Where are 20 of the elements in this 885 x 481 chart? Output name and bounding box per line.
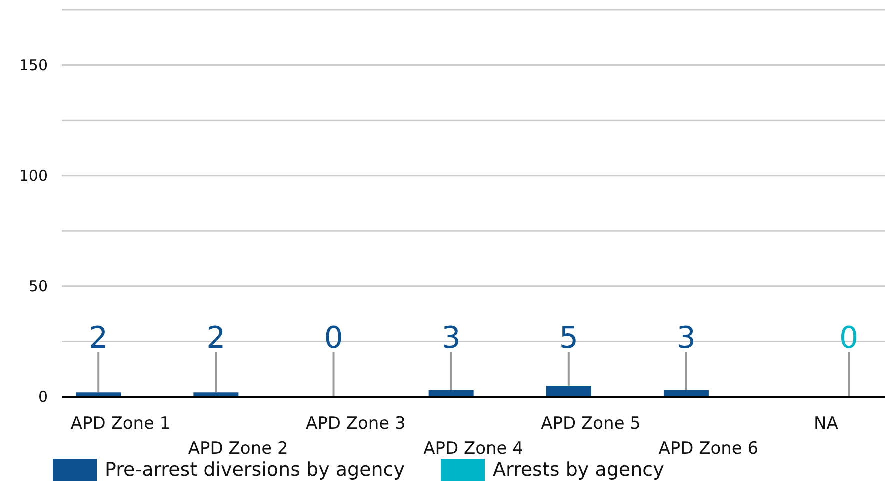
x-tick-label: APD Zone 2 bbox=[188, 439, 288, 459]
data-label: 3 bbox=[676, 321, 696, 356]
y-tick-label: 150 bbox=[19, 56, 48, 74]
y-tick-label: 0 bbox=[38, 388, 48, 406]
y-tick-label: 100 bbox=[19, 166, 48, 185]
data-label: 2 bbox=[89, 321, 108, 356]
y-tick-label: 50 bbox=[28, 277, 48, 296]
data-label: 0 bbox=[839, 321, 859, 356]
x-tick-label: APD Zone 3 bbox=[306, 414, 406, 434]
x-tick-label: NA bbox=[814, 414, 839, 434]
data-label: 3 bbox=[442, 321, 461, 356]
x-tick-label: APD Zone 5 bbox=[541, 414, 642, 434]
x-tick-label: APD Zone 1 bbox=[70, 414, 171, 434]
data-label: 0 bbox=[324, 321, 344, 356]
x-tick-label: APD Zone 6 bbox=[658, 439, 759, 459]
x-tick-label: APD Zone 4 bbox=[424, 439, 524, 459]
legend-label: Pre-arrest diversions by agency bbox=[105, 459, 405, 481]
data-label: 2 bbox=[206, 321, 226, 356]
legend-label: Arrests by agency bbox=[493, 459, 664, 481]
data-label: 5 bbox=[559, 321, 578, 356]
